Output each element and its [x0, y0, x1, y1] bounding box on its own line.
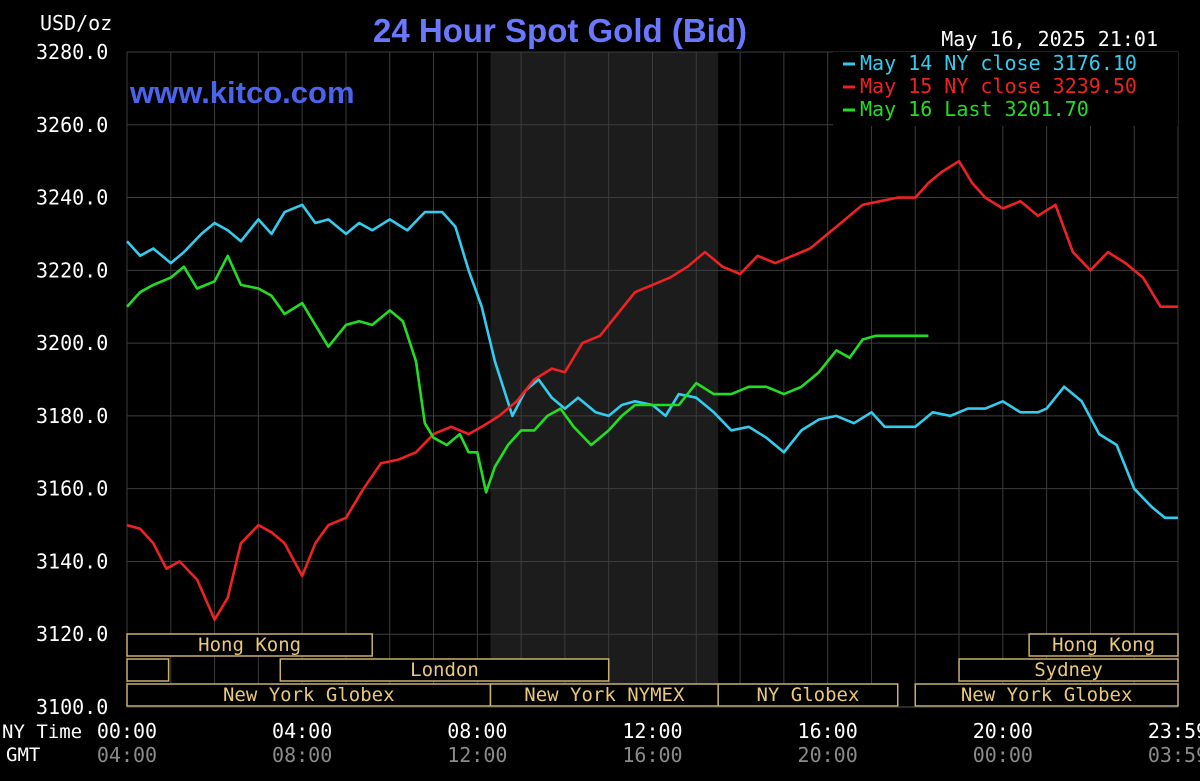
- y-tick-label: 3140.0: [36, 549, 108, 573]
- x-tick-label-gmt: 03:59: [1148, 743, 1200, 767]
- series-lines: [126, 159, 1178, 622]
- x-tick-label-gmt: 20:00: [798, 743, 858, 767]
- session-box: [914, 683, 1179, 707]
- session-label: NY Globex: [756, 684, 859, 706]
- x-tick-label-ny: 23:59: [1148, 719, 1200, 743]
- x-tick-label-gmt: 04:00: [97, 743, 157, 767]
- session-label: New York Globex: [223, 684, 395, 706]
- session-box: [958, 658, 1179, 682]
- session-box: [717, 683, 899, 707]
- y-tick-label: 3240.0: [36, 186, 108, 210]
- session-label: London: [410, 659, 479, 681]
- legend-entry: May 16 Last 3201.70: [860, 97, 1089, 121]
- series-line: [126, 203, 1178, 520]
- session-box: [279, 658, 610, 682]
- y-tick-label: 3160.0: [36, 477, 108, 501]
- x-tick-label-ny: 00:00: [97, 719, 157, 743]
- session-box: [1028, 633, 1179, 657]
- x-tick-label-gmt: 12:00: [447, 743, 507, 767]
- x-tick-label-gmt: 08:00: [272, 743, 332, 767]
- x-tick-label-ny: 12:00: [622, 719, 682, 743]
- x-tick-label-ny: 20:00: [973, 719, 1033, 743]
- session-label: Sydney: [1034, 659, 1103, 681]
- y-tick-label: 3260.0: [36, 113, 108, 137]
- x-axis-ny-time-label: NY Time: [2, 721, 82, 743]
- trading-sessions: Hong Kong London New York Globex New York N…: [126, 633, 1179, 707]
- x-tick-label-ny: 16:00: [798, 719, 858, 743]
- y-tick-label: 3280.0: [36, 40, 108, 64]
- legend-entry: May 15 NY close 3239.50: [860, 74, 1137, 98]
- x-tick-label-ny: 08:00: [447, 719, 507, 743]
- x-tick-label-ny: 04:00: [272, 719, 332, 743]
- session-box: [126, 658, 170, 682]
- x-axis-gmt-label: GMT: [6, 744, 40, 766]
- watermark-website: www.kitco.com: [129, 75, 355, 110]
- nymex-shaded-region: [490, 52, 719, 707]
- x-tick-label-gmt: 16:00: [622, 743, 682, 767]
- y-tick-label: 3100.0: [36, 695, 108, 719]
- y-axis-unit-label: USD/oz: [40, 11, 112, 35]
- chart-title: 24 Hour Spot Gold (Bid): [373, 12, 747, 49]
- y-tick-label: 3220.0: [36, 258, 108, 282]
- legend-entry: May 14 NY close 3176.10: [860, 51, 1137, 75]
- series-line: [126, 254, 929, 494]
- y-tick-label: 3120.0: [36, 622, 108, 646]
- x-tick-label-gmt: 00:00: [973, 743, 1033, 767]
- session-label: New York NYMEX: [524, 684, 685, 706]
- axes: 3280.0 3260.0 3240.0 3220.0 3200.0 3180.0 3160…: [36, 40, 1200, 767]
- y-tick-label: 3180.0: [36, 404, 108, 428]
- shaded-session-rect: [490, 52, 719, 707]
- series-line: [126, 159, 1178, 622]
- session-box: [126, 633, 373, 657]
- session-label: Hong Kong: [1052, 634, 1155, 656]
- y-tick-label: 3200.0: [36, 331, 108, 355]
- session-label: Hong Kong: [198, 634, 301, 656]
- legend-background: [833, 52, 1178, 126]
- timestamp: May 16, 2025 21:01: [941, 27, 1158, 51]
- session-label: New York Globex: [961, 684, 1133, 706]
- grid: [126, 51, 1179, 708]
